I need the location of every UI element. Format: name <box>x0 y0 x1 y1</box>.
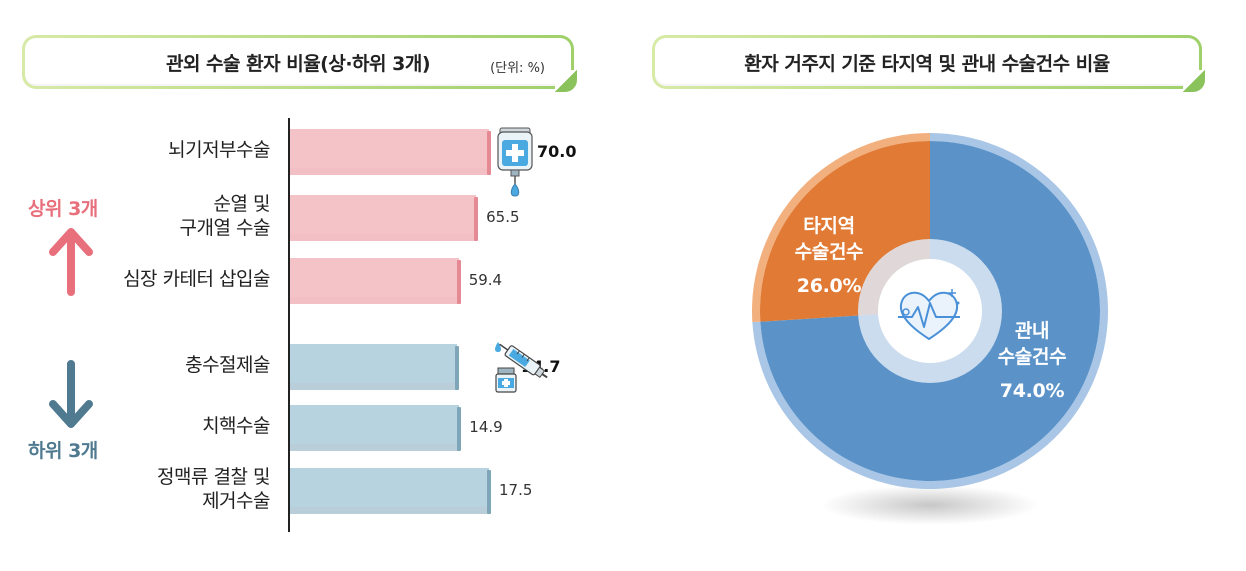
bar-2-shade <box>289 234 477 241</box>
bar-1 <box>289 129 489 168</box>
bar-6-shade <box>289 507 489 514</box>
category-label-6: 정맥류 결찰 및 제거수술 <box>80 465 270 513</box>
right-chart-title-box: 환자 거주지 기준 타지역 및 관내 수술건수 비율 <box>652 35 1205 92</box>
pie-label-local-line1: 관내 <box>1014 320 1050 342</box>
bar-2 <box>289 195 477 234</box>
donut-slice-1 <box>760 141 1100 482</box>
category-label-line: 심장 카테터 삽입술 <box>123 268 270 290</box>
bar-6-end <box>487 470 491 514</box>
value-label-5: 14.9 <box>469 418 503 436</box>
category-label-line: 제거수술 <box>202 490 270 512</box>
title-fold-decoration <box>555 70 577 92</box>
up-arrow-icon <box>49 228 93 296</box>
category-label-line: 정맥류 결찰 및 <box>157 466 270 488</box>
heart-pulse-icon <box>898 289 960 341</box>
bar-3 <box>289 258 459 297</box>
bar-3-shade <box>289 297 459 304</box>
top-group-label: 상위 3개 <box>28 198 98 220</box>
bar-1-end <box>487 131 491 175</box>
syringe-vial-icon <box>495 342 548 393</box>
pie-shadow <box>820 485 1040 525</box>
title-fold-decoration <box>1183 70 1205 92</box>
down-arrow-icon <box>49 360 93 428</box>
bar-1-shade <box>289 168 489 175</box>
category-label-line: 치핵수술 <box>202 415 270 437</box>
bar-5-end <box>457 407 462 451</box>
bar-4 <box>289 344 457 383</box>
bar-5 <box>289 405 460 444</box>
pie-label-other-line1: 타지역 <box>803 215 855 237</box>
value-label-1: 70.0 <box>537 142 577 161</box>
pie-label-other-line2: 수술건수 <box>794 241 864 263</box>
value-label-3: 59.4 <box>468 271 503 289</box>
donut-chart <box>752 133 1108 489</box>
unit-label: (단위: %) <box>490 61 545 76</box>
category-label-4: 충수절제술 <box>80 353 270 377</box>
category-label-1: 뇌기저부수술 <box>80 138 270 162</box>
left-chart-title: 관외 수술 환자 비율(상·하위 3개) <box>165 52 431 75</box>
value-label-6: 17.5 <box>499 481 533 499</box>
value-label-2: 65.5 <box>486 208 520 226</box>
pie-label-local: 관내 수술건수 74.0% <box>982 318 1082 404</box>
category-label-line: 충수절제술 <box>185 354 270 376</box>
pie-value-local: 74.0% <box>999 380 1065 402</box>
pie-label-other: 타지역 수술건수 26.0% <box>784 213 874 299</box>
bottom-group-label: 하위 3개 <box>28 440 98 462</box>
category-label-line: 순열 및 <box>213 193 271 215</box>
bar-2-end <box>474 197 479 241</box>
category-label-2: 순열 및 구개열 수술 <box>80 192 271 240</box>
bar-4-end <box>455 346 459 390</box>
category-label-3: 심장 카테터 삽입술 <box>80 267 270 291</box>
pie-label-local-line2: 수술건수 <box>997 346 1067 368</box>
left-chart-title-box: 관외 수술 환자 비율(상·하위 3개) (단위: %) <box>22 35 577 92</box>
category-label-line: 뇌기저부수술 <box>168 139 270 161</box>
right-chart-title: 환자 거주지 기준 타지역 및 관내 수술건수 비율 <box>744 52 1110 75</box>
bar-chart-axis <box>288 118 290 532</box>
bar-3-end <box>456 260 461 304</box>
category-label-line: 구개열 수술 <box>179 217 271 239</box>
bar-4-shade <box>289 383 457 390</box>
bar-6 <box>289 468 489 507</box>
iv-bag-icon <box>497 127 533 197</box>
bar-5-shade <box>289 444 460 451</box>
category-label-5: 치핵수술 <box>80 414 270 438</box>
pie-value-other: 26.0% <box>796 275 862 297</box>
